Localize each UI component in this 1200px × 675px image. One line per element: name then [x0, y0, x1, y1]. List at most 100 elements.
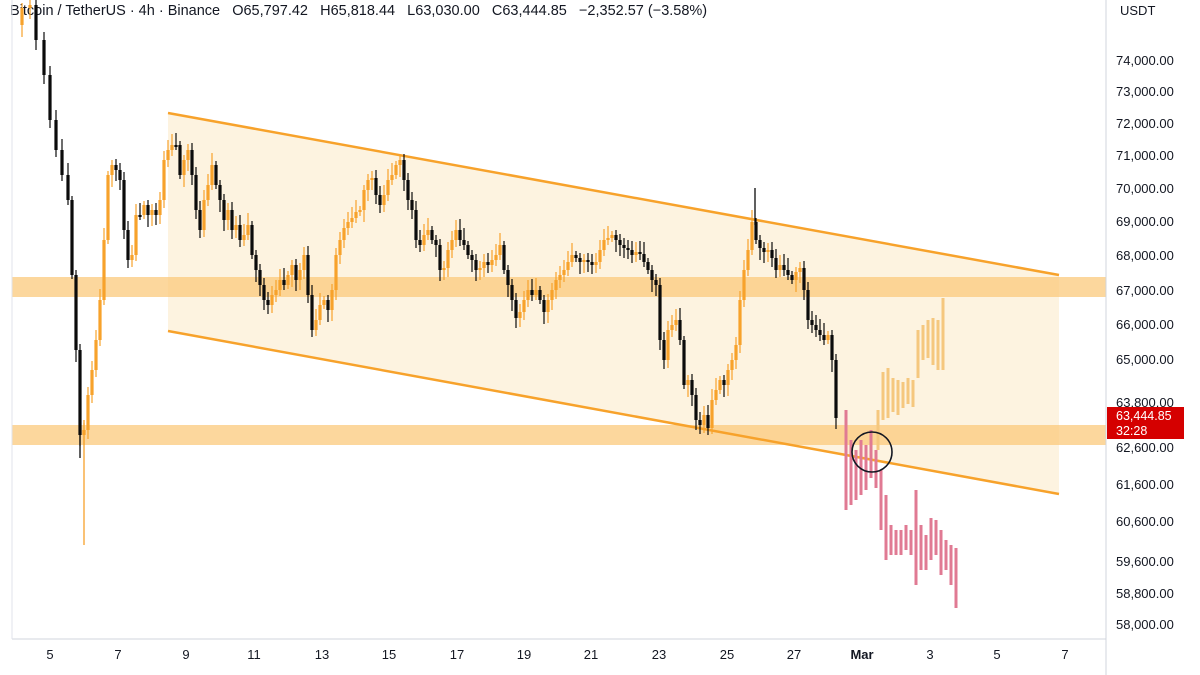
candle-body — [302, 255, 306, 270]
candle-body — [278, 280, 282, 290]
candle-body — [374, 178, 378, 195]
candle-body — [314, 320, 318, 330]
date-tick-label: 11 — [247, 647, 261, 662]
time-axis[interactable]: 5 7 9 11 13 15 17 19 21 23 25 27 Mar 3 5 7 — [46, 647, 1068, 662]
candle-body — [214, 165, 218, 185]
candle-body — [806, 290, 810, 320]
candle-body — [562, 270, 566, 275]
candle-body — [550, 290, 554, 300]
candle-body — [658, 285, 662, 340]
candle-body — [582, 260, 586, 262]
breakout-marker-circle — [851, 431, 893, 473]
candle-body — [170, 145, 174, 150]
candle-body — [666, 330, 670, 360]
low-label: L — [407, 3, 416, 19]
candle-body — [490, 260, 494, 265]
low-value: 63,030.00 — [415, 3, 480, 19]
candle-body — [418, 240, 422, 245]
candle-body — [74, 275, 78, 350]
date-tick-label: 15 — [382, 647, 396, 662]
candle-body — [610, 235, 614, 238]
price-tick-label: 61,600.00 — [1116, 477, 1174, 492]
candle-body — [122, 180, 126, 230]
candle-body — [770, 250, 774, 258]
candle-body — [198, 210, 202, 230]
candle-body — [794, 272, 798, 280]
date-tick-label: 25 — [720, 647, 734, 662]
candle-body — [354, 212, 358, 218]
price-tick-label: 67,000.00 — [1116, 283, 1174, 298]
candle-body — [618, 240, 622, 245]
close-label: C — [491, 3, 503, 19]
candle-body — [790, 275, 794, 280]
high-value: 65,818.44 — [330, 3, 396, 19]
candle-body — [530, 290, 534, 295]
candle-body — [778, 265, 782, 270]
candle-body — [670, 325, 674, 330]
candle-body — [630, 250, 634, 255]
candle-body — [378, 195, 382, 205]
candle-body — [358, 210, 362, 212]
candle-body — [514, 300, 518, 318]
candle-body — [346, 222, 350, 228]
candle-body — [686, 380, 690, 385]
candle-body — [110, 165, 114, 175]
candle-body — [470, 255, 474, 260]
candle-body — [654, 280, 658, 285]
candle-body — [194, 175, 198, 210]
candle-body — [442, 268, 446, 270]
candle-body — [78, 350, 82, 435]
candle-body — [118, 170, 122, 180]
candle-body — [322, 300, 326, 305]
candle-body — [538, 290, 542, 300]
candle-body — [246, 225, 250, 235]
candle-body — [522, 300, 526, 312]
date-tick-label: Mar — [850, 647, 873, 662]
candle-body — [718, 380, 722, 390]
candle-body — [734, 345, 738, 360]
price-tick-label: 69,000.00 — [1116, 214, 1174, 229]
candle-body — [786, 270, 790, 275]
candle-body — [498, 245, 502, 255]
candle-body — [478, 268, 482, 270]
candle-body — [534, 290, 538, 295]
candle-body — [166, 150, 170, 160]
candle-body — [114, 165, 118, 170]
candle-body — [578, 258, 582, 262]
candle-body — [590, 262, 594, 265]
candle-body — [350, 218, 354, 222]
channel-upper-line — [167, 111, 1060, 277]
candle-body — [66, 175, 70, 200]
candle-body — [250, 225, 254, 255]
price-axis[interactable]: 74,000.00 73,000.00 72,000.00 71,000.00 70,0… — [1116, 53, 1174, 632]
candle-body — [426, 230, 430, 235]
candle-body — [262, 285, 266, 300]
candle-body — [634, 252, 638, 255]
candle-body — [34, 5, 38, 40]
date-tick-label: 27 — [787, 647, 801, 662]
candle-body — [826, 335, 830, 340]
candle-body — [782, 265, 786, 270]
candle-body — [542, 300, 546, 312]
candle-body — [546, 300, 550, 312]
candle-body — [410, 200, 414, 210]
candle-body — [234, 225, 238, 230]
candle-body — [86, 395, 90, 430]
candle-body — [450, 240, 454, 250]
candle-body — [814, 325, 818, 330]
candle-body — [390, 175, 394, 180]
candle-body — [98, 300, 102, 340]
candle-body — [178, 145, 182, 175]
candle-body — [694, 395, 698, 420]
candle-body — [290, 265, 294, 275]
candle-body — [466, 245, 470, 255]
candle-body — [486, 262, 490, 265]
support-zone — [12, 425, 1106, 445]
projection-bars — [844, 298, 958, 608]
candle-body — [226, 210, 230, 220]
symbol-label[interactable]: Bitcoin / TetherUS · 4h · Binance — [10, 3, 221, 19]
candle-body — [270, 295, 274, 305]
candle-body — [638, 252, 642, 254]
